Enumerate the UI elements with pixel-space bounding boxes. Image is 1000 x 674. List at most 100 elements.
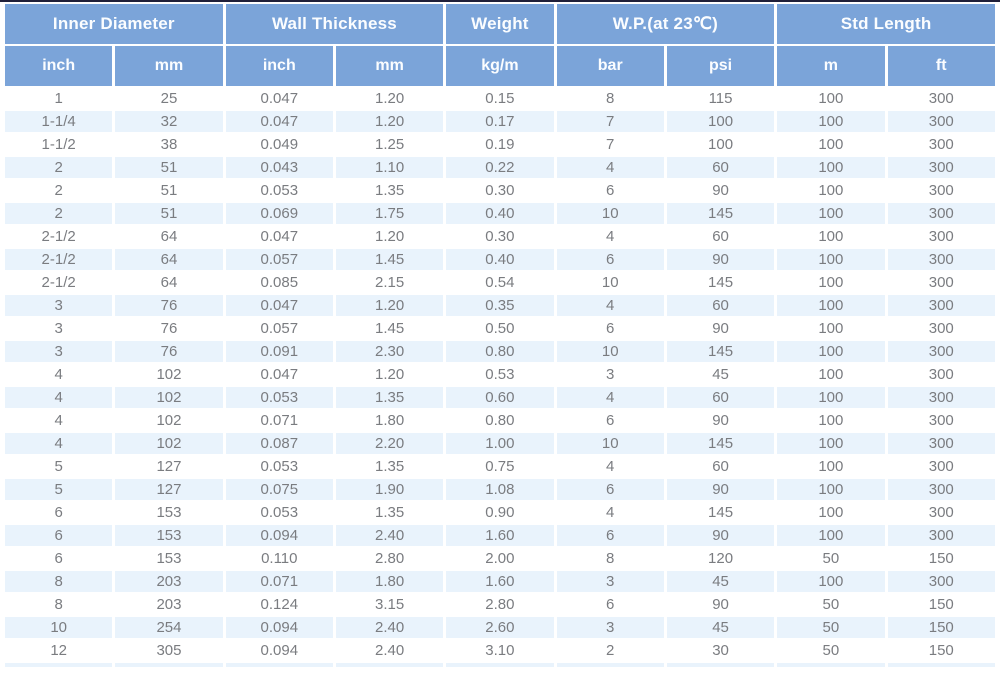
- cell: 6: [556, 594, 664, 615]
- cell: 145: [666, 341, 775, 362]
- cell: 4: [556, 502, 664, 523]
- cell: 76: [115, 341, 223, 362]
- cell: 3: [5, 318, 113, 339]
- cell: 102: [115, 433, 223, 454]
- cell: 50: [777, 548, 885, 569]
- cell: 300: [887, 410, 995, 431]
- cell: 10: [556, 433, 664, 454]
- cell: 90: [666, 249, 775, 270]
- cell: 6: [556, 525, 664, 546]
- cell: 2-1/2: [5, 249, 113, 270]
- cell: 2.80: [335, 548, 444, 569]
- cell: 300: [887, 479, 995, 500]
- cell: 3: [556, 364, 664, 385]
- cell: 25: [115, 88, 223, 109]
- cell: 0.17: [446, 111, 554, 132]
- partial-row: [5, 663, 995, 667]
- cell: 0.30: [446, 226, 554, 247]
- cell: 300: [887, 433, 995, 454]
- cell: 6: [5, 548, 113, 569]
- cell: [335, 663, 444, 667]
- table-row: 8 203 0.124 3.15 2.80 6 90 50 150: [5, 594, 995, 615]
- cell: 0.053: [225, 502, 333, 523]
- cell: 45: [666, 571, 775, 592]
- table-row: 1 25 0.047 1.20 0.15 8 115 100 300: [5, 88, 995, 109]
- cell: 50: [777, 594, 885, 615]
- cell: 300: [887, 249, 995, 270]
- cell: 300: [887, 295, 995, 316]
- cell: 0.047: [225, 226, 333, 247]
- cell: 120: [666, 548, 775, 569]
- cell: 0.043: [225, 157, 333, 178]
- unit-header-wall-mm: mm: [335, 46, 444, 86]
- cell: 100: [777, 456, 885, 477]
- cell: 150: [887, 617, 995, 638]
- cell: 1-1/2: [5, 134, 113, 155]
- cell: 2-1/2: [5, 226, 113, 247]
- cell: 254: [115, 617, 223, 638]
- cell: 2.40: [335, 525, 444, 546]
- cell: 2.30: [335, 341, 444, 362]
- cell: 7: [556, 134, 664, 155]
- cell: 4: [556, 295, 664, 316]
- cell: 3.10: [446, 640, 554, 661]
- cell: 150: [887, 640, 995, 661]
- cell: 0.094: [225, 640, 333, 661]
- cell: 45: [666, 364, 775, 385]
- cell: 4: [556, 157, 664, 178]
- cell: 64: [115, 226, 223, 247]
- table-row: 4 102 0.047 1.20 0.53 3 45 100 300: [5, 364, 995, 385]
- cell: 2.20: [335, 433, 444, 454]
- cell: 90: [666, 410, 775, 431]
- cell: 90: [666, 180, 775, 201]
- cell: 60: [666, 157, 775, 178]
- cell: 1: [5, 88, 113, 109]
- cell: 1.90: [335, 479, 444, 500]
- cell: [446, 663, 554, 667]
- cell: 0.053: [225, 456, 333, 477]
- table-row: 2 51 0.043 1.10 0.22 4 60 100 300: [5, 157, 995, 178]
- cell: 0.053: [225, 387, 333, 408]
- cell: 51: [115, 180, 223, 201]
- cell: 0.094: [225, 525, 333, 546]
- cell: 0.047: [225, 295, 333, 316]
- cell: 8: [556, 548, 664, 569]
- cell: 10: [5, 617, 113, 638]
- table-row: 6 153 0.094 2.40 1.60 6 90 100 300: [5, 525, 995, 546]
- table-row: 6 153 0.110 2.80 2.00 8 120 50 150: [5, 548, 995, 569]
- cell: 1.08: [446, 479, 554, 500]
- cell: 64: [115, 249, 223, 270]
- cell: 0.15: [446, 88, 554, 109]
- cell: 0.087: [225, 433, 333, 454]
- cell: 0.110: [225, 548, 333, 569]
- cell: 2: [5, 203, 113, 224]
- table-row: 4 102 0.087 2.20 1.00 10 145 100 300: [5, 433, 995, 454]
- cell: 0.80: [446, 410, 554, 431]
- cell: 100: [777, 364, 885, 385]
- group-header-wall-thickness: Wall Thickness: [225, 4, 444, 44]
- cell: 1.75: [335, 203, 444, 224]
- cell: 0.80: [446, 341, 554, 362]
- cell: 300: [887, 203, 995, 224]
- cell: 1.20: [335, 364, 444, 385]
- cell: 127: [115, 479, 223, 500]
- cell: 153: [115, 548, 223, 569]
- cell: 100: [777, 272, 885, 293]
- cell: 0.047: [225, 88, 333, 109]
- cell: 100: [777, 134, 885, 155]
- cell: 100: [777, 387, 885, 408]
- table-row: 2 51 0.053 1.35 0.30 6 90 100 300: [5, 180, 995, 201]
- cell: 102: [115, 364, 223, 385]
- cell: 100: [777, 571, 885, 592]
- top-border-line: [0, 0, 1000, 2]
- unit-header-kg-m: kg/m: [446, 46, 554, 86]
- unit-header-row: inch mm inch mm kg/m bar psi m ft: [5, 46, 995, 86]
- cell: 145: [666, 203, 775, 224]
- cell: 1.35: [335, 180, 444, 201]
- cell: 60: [666, 387, 775, 408]
- table-row: 3 76 0.057 1.45 0.50 6 90 100 300: [5, 318, 995, 339]
- cell: 0.53: [446, 364, 554, 385]
- cell: 300: [887, 456, 995, 477]
- table-row: 6 153 0.053 1.35 0.90 4 145 100 300: [5, 502, 995, 523]
